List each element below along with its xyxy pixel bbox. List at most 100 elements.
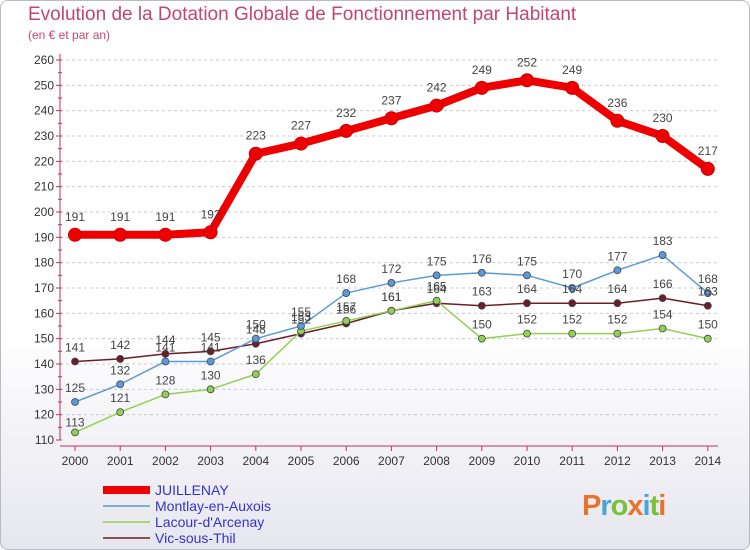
- data-label: 161: [381, 290, 401, 304]
- data-point: [161, 390, 170, 399]
- data-label: 232: [336, 106, 356, 120]
- data-point: [116, 380, 125, 389]
- data-point: [71, 398, 79, 406]
- data-label: 136: [246, 353, 266, 367]
- data-point: [658, 294, 667, 303]
- x-tick-label: 2010: [514, 454, 541, 468]
- data-label: 175: [517, 254, 537, 268]
- logo-letter: x: [627, 490, 643, 522]
- data-point: [206, 357, 215, 366]
- data-label: 168: [336, 272, 356, 286]
- x-tick-label: 2001: [107, 454, 134, 468]
- data-label: 176: [472, 252, 492, 266]
- data-label: 152: [517, 313, 537, 327]
- data-label: 161: [381, 290, 401, 304]
- data-point: [161, 357, 170, 366]
- data-label: 150: [472, 318, 492, 332]
- data-point: [523, 329, 531, 338]
- x-tick-label: 2005: [288, 454, 315, 468]
- y-tick-label: 160: [34, 306, 54, 320]
- data-point: [116, 355, 125, 363]
- logo-letter: r: [600, 490, 611, 522]
- data-label: 141: [155, 340, 175, 354]
- data-label: 217: [698, 144, 718, 158]
- data-label: 175: [427, 254, 447, 268]
- data-label: 236: [607, 96, 627, 110]
- data-label: 152: [607, 313, 627, 327]
- data-label: 128: [155, 373, 175, 387]
- data-point: [206, 347, 215, 356]
- data-point: [613, 329, 622, 338]
- data-label: 150: [698, 318, 718, 332]
- data-label: 163: [698, 285, 718, 299]
- data-point: [610, 113, 625, 128]
- logo-letter: t: [649, 490, 660, 522]
- data-label: 164: [427, 282, 447, 296]
- data-point: [342, 317, 351, 325]
- data-label: 155: [291, 305, 311, 319]
- data-label: 183: [653, 234, 673, 248]
- data-point: [658, 324, 667, 333]
- y-tick-label: 260: [34, 53, 54, 67]
- data-label: 156: [336, 302, 356, 316]
- data-point: [568, 299, 577, 308]
- y-tick-label: 150: [34, 332, 54, 346]
- y-tick-label: 130: [34, 382, 54, 396]
- data-point: [432, 296, 441, 305]
- data-label: 113: [65, 415, 84, 429]
- y-tick-label: 110: [35, 433, 54, 447]
- data-point: [387, 306, 396, 315]
- data-point: [658, 251, 667, 259]
- data-label: 144: [155, 333, 175, 347]
- data-label: 170: [562, 267, 582, 281]
- data-point: [613, 299, 622, 308]
- x-tick-label: 2000: [62, 454, 89, 468]
- data-point: [429, 98, 444, 113]
- data-label: 166: [653, 277, 673, 291]
- data-label: 192: [201, 207, 221, 221]
- data-label: 150: [246, 318, 266, 332]
- data-point: [251, 370, 260, 379]
- data-point: [432, 271, 441, 280]
- data-label: 177: [607, 249, 627, 263]
- data-point: [474, 80, 489, 95]
- data-point: [339, 123, 354, 138]
- chart-title: Evolution de la Dotation Globale de Fonc…: [28, 4, 577, 25]
- data-point: [294, 136, 308, 151]
- x-tick-label: 2012: [604, 454, 631, 468]
- chart-subtitle: (en € et par an): [28, 28, 111, 42]
- logo-letter: i: [642, 490, 651, 522]
- data-point: [703, 289, 712, 297]
- data-point: [703, 301, 712, 310]
- data-point: [203, 225, 218, 240]
- data-point: [71, 357, 79, 366]
- data-label: 237: [381, 93, 401, 107]
- data-point: [384, 111, 399, 126]
- data-label: 142: [110, 338, 130, 352]
- data-label: 154: [653, 308, 673, 322]
- y-tick-label: 220: [34, 154, 54, 168]
- data-label: 157: [336, 300, 356, 314]
- data-point: [477, 334, 486, 343]
- x-tick-label: 2006: [333, 454, 360, 468]
- data-label: 249: [472, 63, 492, 77]
- data-label: 191: [110, 210, 130, 224]
- legend-label: Montlay-en-Auxois: [155, 498, 271, 514]
- data-label: 145: [201, 330, 221, 344]
- data-label: 163: [472, 285, 492, 299]
- data-label: 164: [562, 282, 582, 296]
- x-tick-label: 2014: [694, 454, 721, 468]
- data-point: [116, 408, 125, 417]
- data-label: 141: [65, 340, 85, 354]
- data-point: [568, 329, 577, 338]
- data-point: [523, 271, 531, 280]
- data-point: [477, 268, 486, 277]
- data-label: 164: [607, 282, 627, 296]
- x-tick-label: 2008: [423, 454, 450, 468]
- y-tick-label: 190: [34, 230, 54, 244]
- data-label: 125: [65, 381, 85, 395]
- data-label: 153: [291, 310, 311, 324]
- y-tick-label: 120: [34, 408, 54, 422]
